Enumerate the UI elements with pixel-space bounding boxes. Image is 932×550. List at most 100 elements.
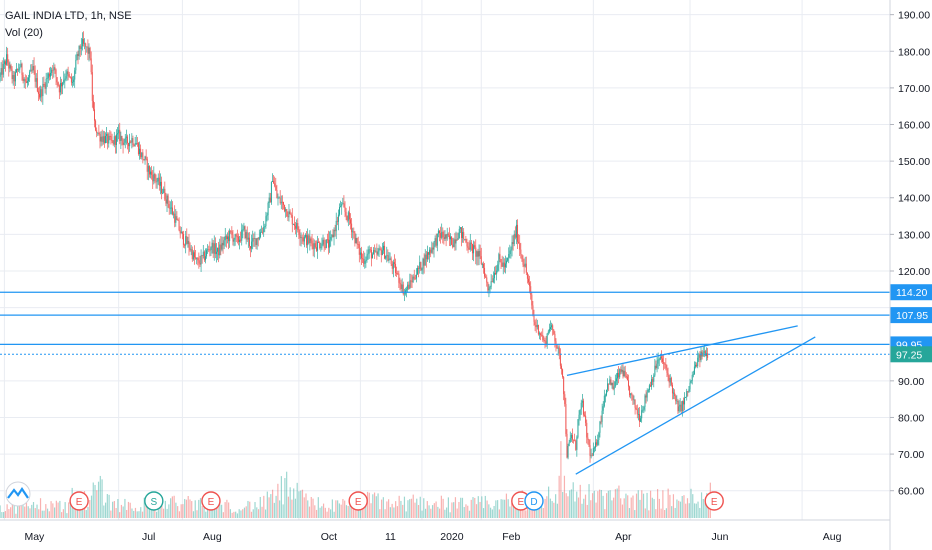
candle-body xyxy=(659,356,661,360)
candle-body xyxy=(233,239,235,242)
volume-bar xyxy=(256,507,258,518)
candle-body xyxy=(331,234,333,237)
volume-bar xyxy=(625,493,627,518)
volume-bar xyxy=(644,508,646,518)
volume-indicator-label[interactable]: Vol (20) xyxy=(5,27,43,39)
candle-body xyxy=(318,241,320,243)
volume-bar xyxy=(484,495,486,518)
candle-body xyxy=(81,39,83,47)
candle-body xyxy=(99,134,101,142)
candle-body xyxy=(614,381,616,387)
volume-bar xyxy=(692,494,694,518)
volume-bar xyxy=(201,506,203,518)
volume-bar xyxy=(344,500,346,518)
volume-bar xyxy=(354,506,356,518)
candle-body xyxy=(266,215,268,217)
volume-bar xyxy=(85,510,87,518)
volume-bar xyxy=(421,510,423,518)
event-marker-earnings[interactable]: E xyxy=(69,491,89,511)
candle-body xyxy=(432,247,434,250)
candle-body xyxy=(541,334,543,336)
candle-body xyxy=(86,46,88,48)
price-level-tag[interactable] xyxy=(890,284,932,301)
candle-body xyxy=(662,358,664,363)
volume-bar xyxy=(120,504,123,518)
event-marker-earnings[interactable]: E xyxy=(348,491,368,511)
volume-bar xyxy=(180,504,182,518)
event-marker-earnings[interactable]: E xyxy=(704,491,724,511)
candle-body xyxy=(497,264,499,271)
volume-bar xyxy=(347,505,349,518)
volume-bar xyxy=(546,496,548,518)
candle-body xyxy=(64,78,66,80)
volume-bar xyxy=(39,498,42,518)
candle-body xyxy=(48,73,50,77)
candle-body xyxy=(630,393,632,396)
volume-bar xyxy=(639,499,641,518)
trend-line[interactable] xyxy=(566,325,798,376)
candle-body xyxy=(52,69,54,71)
tradingview-logo-icon[interactable] xyxy=(5,481,31,507)
candle-body xyxy=(67,71,69,75)
volume-bar xyxy=(407,500,409,518)
volume-bar xyxy=(607,490,609,518)
candle-body xyxy=(647,389,649,393)
symbol-title[interactable]: GAIL INDIA LTD, 1h, NSE xyxy=(5,10,132,22)
candle-body xyxy=(133,145,135,146)
volume-bar xyxy=(370,503,372,518)
candle-body xyxy=(563,376,565,395)
candle-body xyxy=(597,439,599,445)
candle-body xyxy=(113,136,115,145)
event-marker-dividend[interactable]: D xyxy=(524,491,544,511)
candle-body xyxy=(611,382,613,386)
trend-lines[interactable] xyxy=(566,325,816,475)
volume-bar xyxy=(410,498,413,518)
candle-body xyxy=(0,68,2,76)
candle-body xyxy=(7,54,9,63)
candle-body xyxy=(580,402,582,410)
candle-body xyxy=(236,236,238,238)
candle-body xyxy=(80,46,82,50)
volume-bar xyxy=(423,498,425,518)
candle-body xyxy=(521,254,523,260)
candle-body xyxy=(125,136,127,138)
volume-bar xyxy=(351,503,353,518)
event-marker-earnings[interactable]: E xyxy=(201,491,221,511)
volume-bar xyxy=(681,496,683,518)
event-marker-split[interactable]: S xyxy=(144,491,164,511)
candle-body xyxy=(74,70,76,80)
volume-bar xyxy=(154,506,156,518)
candle-body xyxy=(148,166,150,175)
candle-body xyxy=(46,78,48,80)
volume-bar xyxy=(134,507,137,518)
candle-body xyxy=(70,77,72,83)
candle-body xyxy=(232,234,234,242)
candle-body xyxy=(350,219,352,224)
candle-body xyxy=(503,262,505,268)
candle-body xyxy=(359,252,361,255)
candle-body xyxy=(65,76,67,79)
candle-body xyxy=(419,262,421,269)
candle-body xyxy=(298,230,300,235)
candle-body xyxy=(333,229,335,238)
volume-bar xyxy=(489,507,492,518)
volume-bar xyxy=(665,508,667,518)
trend-line[interactable] xyxy=(575,336,816,475)
candle-body xyxy=(666,368,668,373)
candle-body xyxy=(250,246,252,249)
volume-bar xyxy=(391,503,393,518)
volume-bar xyxy=(620,498,622,518)
candle-body xyxy=(448,235,450,240)
volume-bar xyxy=(50,501,52,518)
price-level-tag[interactable] xyxy=(890,307,932,324)
candle-body xyxy=(115,134,117,145)
candle-body xyxy=(303,236,305,242)
candle-body xyxy=(168,204,170,209)
volume-bar xyxy=(628,508,631,518)
candle-body xyxy=(638,414,640,422)
volume-bar xyxy=(475,504,478,518)
